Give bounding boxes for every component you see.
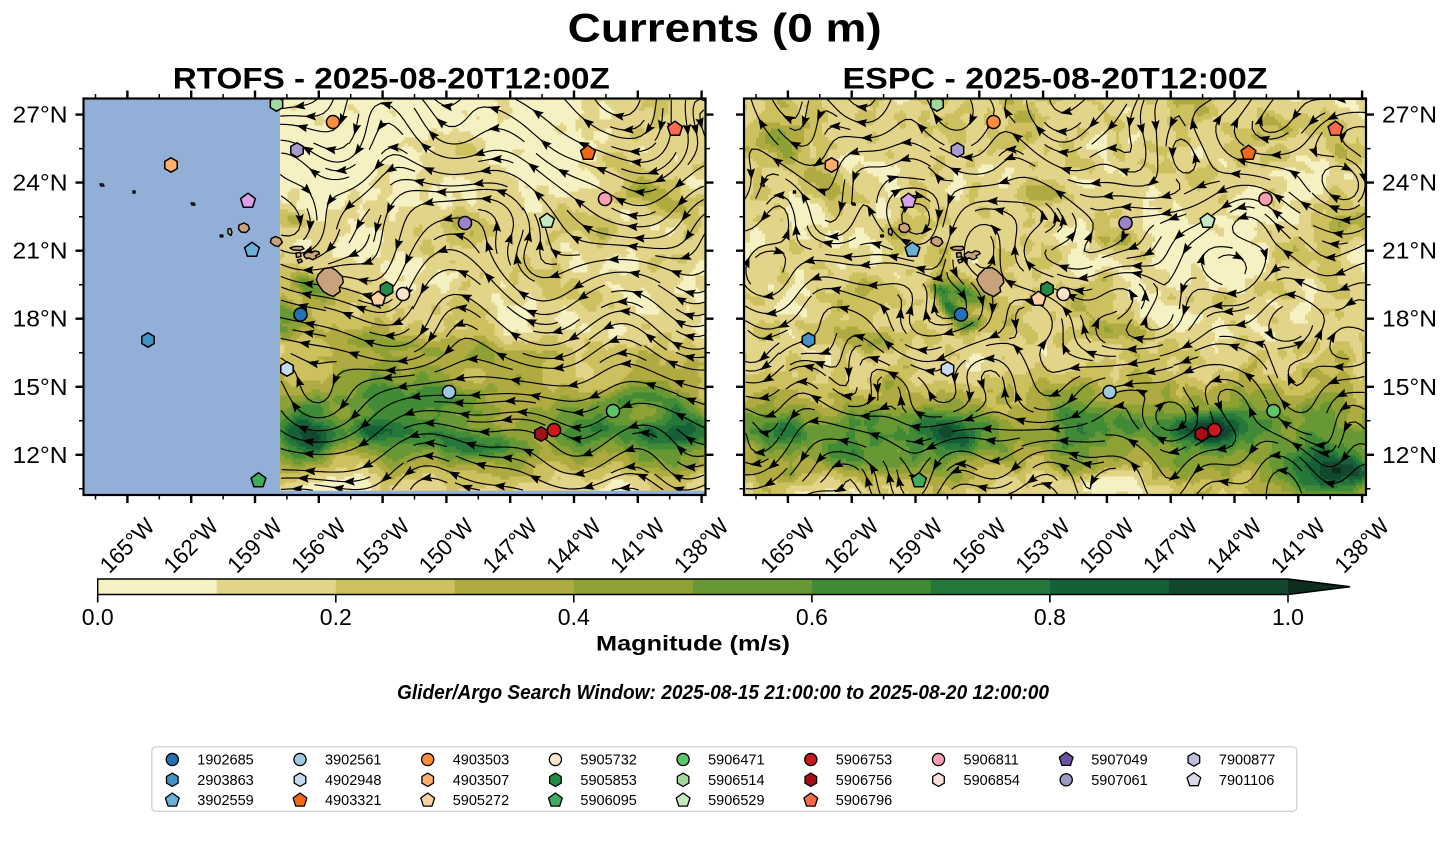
svg-text:5906471: 5906471 <box>708 753 764 769</box>
svg-text:RTOFS - 2025-08-20T12:00Z: RTOFS - 2025-08-20T12:00Z <box>173 63 610 96</box>
svg-text:2903863: 2903863 <box>197 773 253 789</box>
svg-text:5905732: 5905732 <box>580 753 636 769</box>
svg-text:4903507: 4903507 <box>453 773 509 789</box>
svg-text:27°N: 27°N <box>1382 102 1437 128</box>
svg-text:5907061: 5907061 <box>1091 773 1147 789</box>
svg-text:12°N: 12°N <box>1382 442 1437 468</box>
svg-text:5907049: 5907049 <box>1091 753 1147 769</box>
svg-text:5906095: 5906095 <box>580 793 636 809</box>
svg-text:Glider/Argo Search Window: 202: Glider/Argo Search Window: 2025-08-15 21… <box>397 682 1049 704</box>
svg-text:5905272: 5905272 <box>453 793 509 809</box>
svg-text:5906514: 5906514 <box>708 773 764 789</box>
svg-text:1902685: 1902685 <box>197 753 253 769</box>
svg-text:0.2: 0.2 <box>320 604 352 630</box>
svg-text:ESPC - 2025-08-20T12:00Z: ESPC - 2025-08-20T12:00Z <box>843 63 1268 96</box>
svg-text:0.6: 0.6 <box>796 604 828 630</box>
svg-text:1.0: 1.0 <box>1272 604 1304 630</box>
svg-text:7901106: 7901106 <box>1219 773 1274 789</box>
svg-text:Magnitude (m/s): Magnitude (m/s) <box>596 632 790 656</box>
svg-text:21°N: 21°N <box>1382 238 1437 264</box>
svg-text:5905853: 5905853 <box>580 773 636 789</box>
svg-text:5906529: 5906529 <box>708 793 764 809</box>
svg-text:15°N: 15°N <box>1382 374 1437 400</box>
svg-text:3902561: 3902561 <box>325 753 381 769</box>
svg-text:15°N: 15°N <box>13 374 68 400</box>
svg-text:Currents (0 m): Currents (0 m) <box>568 7 882 51</box>
svg-text:5906756: 5906756 <box>836 773 892 789</box>
svg-text:4903503: 4903503 <box>453 753 509 769</box>
svg-text:0.4: 0.4 <box>558 604 590 630</box>
svg-text:5906753: 5906753 <box>836 753 892 769</box>
svg-text:0.8: 0.8 <box>1034 604 1066 630</box>
svg-text:5906854: 5906854 <box>964 773 1020 789</box>
svg-text:5906796: 5906796 <box>836 793 892 809</box>
svg-text:18°N: 18°N <box>1382 306 1437 332</box>
svg-text:0.0: 0.0 <box>82 604 114 630</box>
svg-text:21°N: 21°N <box>13 238 68 264</box>
svg-text:5906811: 5906811 <box>964 753 1019 769</box>
svg-text:12°N: 12°N <box>13 442 68 468</box>
svg-text:18°N: 18°N <box>13 306 68 332</box>
svg-text:24°N: 24°N <box>1382 170 1437 196</box>
svg-text:27°N: 27°N <box>13 102 68 128</box>
svg-text:3902559: 3902559 <box>197 793 253 809</box>
svg-text:24°N: 24°N <box>13 170 68 196</box>
svg-text:4903321: 4903321 <box>325 793 381 809</box>
svg-text:4902948: 4902948 <box>325 773 381 789</box>
svg-text:7900877: 7900877 <box>1219 753 1275 769</box>
